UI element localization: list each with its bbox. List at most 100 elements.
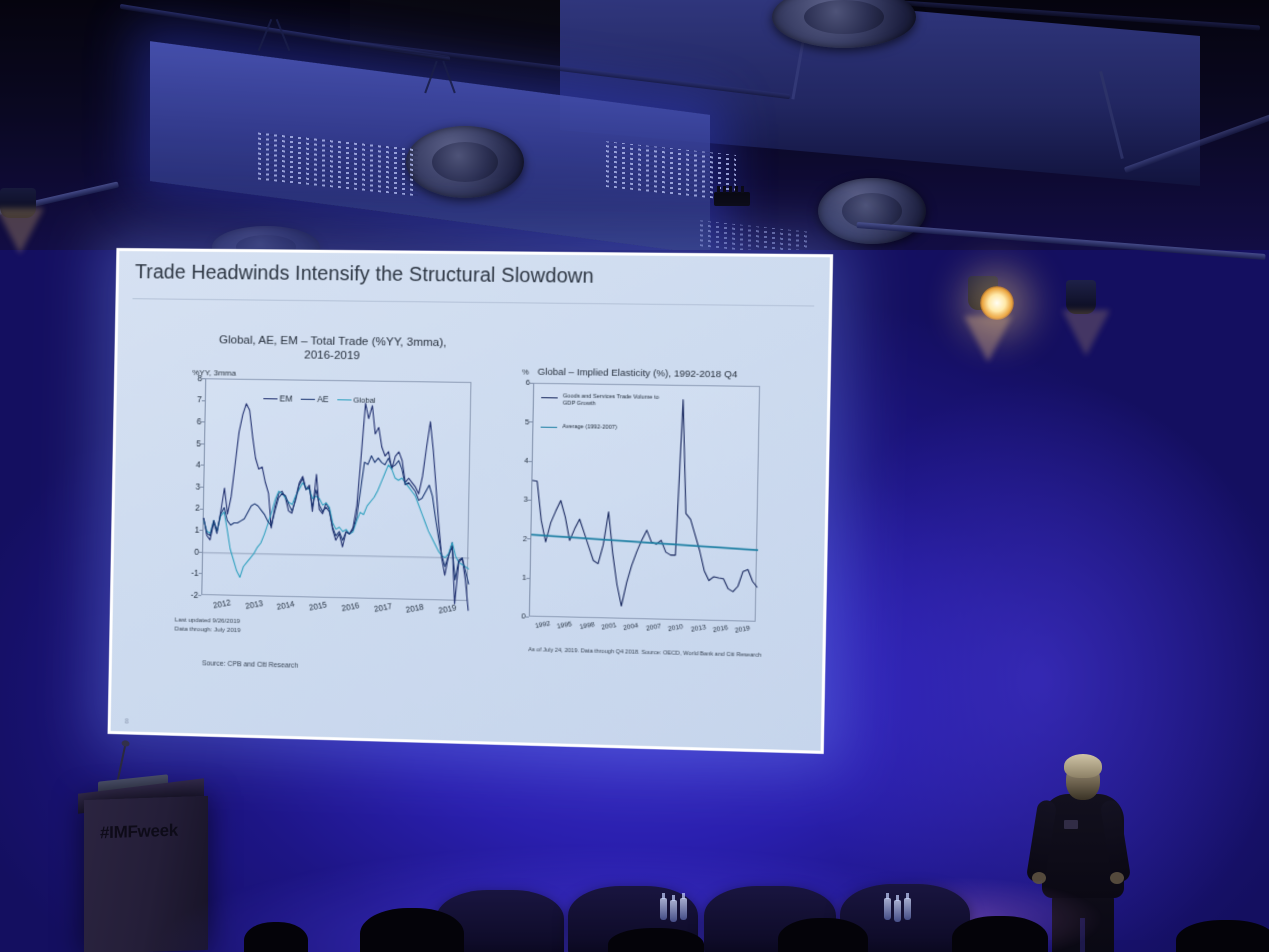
y-tick-mark <box>527 538 531 540</box>
audience-silhouette <box>608 928 704 952</box>
slide-page-number: 8 <box>124 718 129 726</box>
y-tick-label: 2 <box>195 502 200 514</box>
y-tick-mark <box>202 378 206 380</box>
legend-swatch-em <box>263 398 278 400</box>
left-chart-legend: EM AE Global <box>263 393 376 405</box>
x-tick-label: 2019 <box>437 603 458 616</box>
legend-label-global: Global <box>353 395 376 405</box>
slide-title: Trade Headwinds Intensify the Structural… <box>134 261 595 288</box>
left-chart-title: Global, AE, EM – Total Trade (%YY, 3mma)… <box>218 334 447 362</box>
ceiling-vent-grille <box>700 220 810 250</box>
legend-swatch-global <box>337 399 352 401</box>
spotlight-beam <box>0 208 44 254</box>
y-tick-label: 3 <box>195 481 201 492</box>
y-tick-mark <box>526 577 530 579</box>
y-tick-label: 6 <box>525 377 531 388</box>
legend-label-em: EM <box>279 393 293 404</box>
legend-swatch-ae <box>300 398 316 401</box>
x-tick-label: 2015 <box>308 600 328 613</box>
legend-swatch-average <box>540 426 558 428</box>
y-tick-label: 3 <box>523 494 529 504</box>
y-tick-label: 1 <box>194 524 200 535</box>
y-tick-mark <box>200 486 204 488</box>
x-tick-label: 2018 <box>405 602 425 615</box>
x-tick-label: 2012 <box>212 597 232 611</box>
y-tick-mark <box>528 460 532 462</box>
water-bottle <box>680 893 687 920</box>
water-bottle <box>884 893 891 920</box>
legend-entry-elasticity: Goods and Services Trade Volume to GDP G… <box>541 393 687 409</box>
left-chart-source: Source: CPB and Citi Research <box>201 660 299 670</box>
y-tick-mark <box>199 551 203 553</box>
water-bottle <box>660 893 667 920</box>
right-chart-panel: Global – Implied Elasticity (%), 1992-20… <box>507 366 825 679</box>
y-tick-label: 4 <box>195 459 201 470</box>
x-tick-label: 1992 <box>534 620 551 630</box>
water-bottle <box>894 895 901 922</box>
y-tick-label: 0 <box>521 611 526 621</box>
x-tick-label: 1998 <box>578 621 595 631</box>
y-tick-mark <box>200 464 204 466</box>
y-tick-mark <box>530 382 534 384</box>
projection-screen: Trade Headwinds Intensify the Structural… <box>107 247 834 754</box>
audience-silhouette <box>360 908 464 952</box>
left-chart-panel: Global, AE, EM – Total Trade (%YY, 3mma)… <box>174 334 505 673</box>
y-tick-label: 1 <box>522 572 527 582</box>
left-chart-lines <box>202 379 470 600</box>
y-tick-label: -1 <box>190 567 199 579</box>
water-bottle <box>904 893 911 920</box>
right-chart-ylabel: % <box>521 367 530 377</box>
ceiling-speaker <box>772 0 916 48</box>
x-tick-label: 2010 <box>667 623 684 633</box>
legend-swatch-elasticity <box>541 397 558 399</box>
audience-silhouette <box>244 922 308 952</box>
y-tick-label: 2 <box>522 533 528 543</box>
y-tick-label: 5 <box>196 437 202 449</box>
y-tick-mark <box>198 594 202 597</box>
y-tick-label: 7 <box>196 394 202 405</box>
legend-label-ae: AE <box>317 393 329 405</box>
y-tick-label: -2 <box>190 589 199 600</box>
lighting-rig <box>714 186 750 206</box>
x-tick-label: 2019 <box>734 624 751 635</box>
legend-label-elasticity: Goods and Services Trade Volume to GDP G… <box>562 393 660 408</box>
x-tick-label: 2013 <box>244 598 264 611</box>
y-tick-mark <box>525 616 529 618</box>
legend-label-average: Average (1992-2007) <box>562 423 618 431</box>
left-chart-footnote-2: Data through: July 2019 <box>174 625 241 635</box>
water-bottle <box>670 895 677 922</box>
y-tick-label: 0 <box>194 546 200 557</box>
ceiling-speaker <box>818 178 926 244</box>
x-tick-label: 1995 <box>556 620 573 631</box>
x-tick-label: 2016 <box>340 600 361 614</box>
audience-silhouette <box>778 918 868 952</box>
left-chart-plot-area <box>201 378 471 601</box>
y-tick-label: 6 <box>196 416 202 427</box>
y-tick-label: 5 <box>524 416 530 427</box>
x-tick-label: 2017 <box>372 601 393 614</box>
audience-silhouette <box>1176 920 1269 952</box>
x-tick-label: 2016 <box>712 624 729 634</box>
presentation-slide: Trade Headwinds Intensify the Structural… <box>110 251 830 751</box>
y-tick-mark <box>527 499 532 501</box>
x-tick-label: 2014 <box>276 599 296 612</box>
x-tick-label: 2001 <box>600 621 617 632</box>
ceiling-speaker <box>406 126 524 198</box>
ceiling-hanger <box>257 18 273 52</box>
right-chart-source: As of July 24, 2019. Data through Q4 201… <box>528 647 762 659</box>
right-chart-legend: Goods and Services Trade Volume to GDP G… <box>540 393 687 433</box>
x-tick-label: 2013 <box>689 623 707 634</box>
x-tick-label: 2004 <box>622 622 640 632</box>
ceiling <box>0 0 1269 250</box>
x-tick-label: 2007 <box>645 622 662 633</box>
y-tick-mark <box>199 508 203 510</box>
y-tick-mark <box>199 529 203 531</box>
y-tick-mark <box>201 443 205 445</box>
y-tick-label: 8 <box>197 372 203 383</box>
right-chart-title: Global – Implied Elasticity (%), 1992-20… <box>537 366 738 381</box>
audience-silhouette <box>952 916 1048 952</box>
y-tick-mark <box>198 573 202 575</box>
y-tick-mark <box>201 399 205 401</box>
y-tick-label: 4 <box>524 455 529 466</box>
